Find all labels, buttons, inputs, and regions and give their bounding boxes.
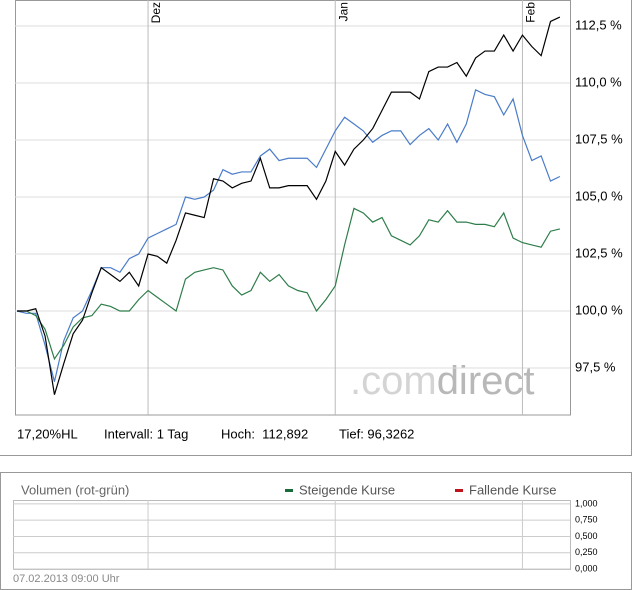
y-tick-label: 110,0 % xyxy=(575,74,622,89)
info-high: Hoch: 112,892 xyxy=(221,426,308,441)
y-tick-label: 107,5 % xyxy=(575,131,623,146)
legend-label: Fallende Kurse xyxy=(469,482,556,497)
watermark: .comdirect xyxy=(350,359,535,403)
timestamp: 07.02.2013 09:00 Uhr xyxy=(13,573,120,585)
info-low: Tief: 96,3262 xyxy=(339,426,414,441)
series-line xyxy=(16,88,561,382)
x-tick-label: Dez xyxy=(149,2,163,23)
info-interval: Intervall: 1 Tag xyxy=(104,426,188,441)
series-line xyxy=(17,207,561,361)
legend-swatch xyxy=(285,489,293,492)
y-tick-label: 1,000 xyxy=(575,498,598,508)
y-tick-label: 102,5 % xyxy=(575,245,623,260)
y-tick-label: 0,000 xyxy=(575,563,598,573)
y-tick-label: 100,0 % xyxy=(575,302,623,317)
x-tick-label: Jan xyxy=(336,2,350,21)
plot-area xyxy=(15,0,571,416)
y-tick-label: 0,750 xyxy=(575,515,598,525)
series-line xyxy=(17,16,561,395)
volume-title: Volumen (rot-grün) xyxy=(21,482,129,497)
y-tick-label: 97,5 % xyxy=(575,359,616,374)
legend-swatch xyxy=(455,489,463,492)
y-tick-label: 0,500 xyxy=(575,531,598,541)
info-hl: 17,20%HL xyxy=(17,426,78,441)
legend-label: Steigende Kurse xyxy=(299,482,395,497)
y-tick-label: 0,250 xyxy=(575,547,598,557)
y-tick-label: 112,5 % xyxy=(575,17,622,32)
x-tick-label: Feb xyxy=(524,2,538,23)
volume-plot-area xyxy=(13,500,571,570)
y-tick-label: 105,0 % xyxy=(575,188,623,203)
